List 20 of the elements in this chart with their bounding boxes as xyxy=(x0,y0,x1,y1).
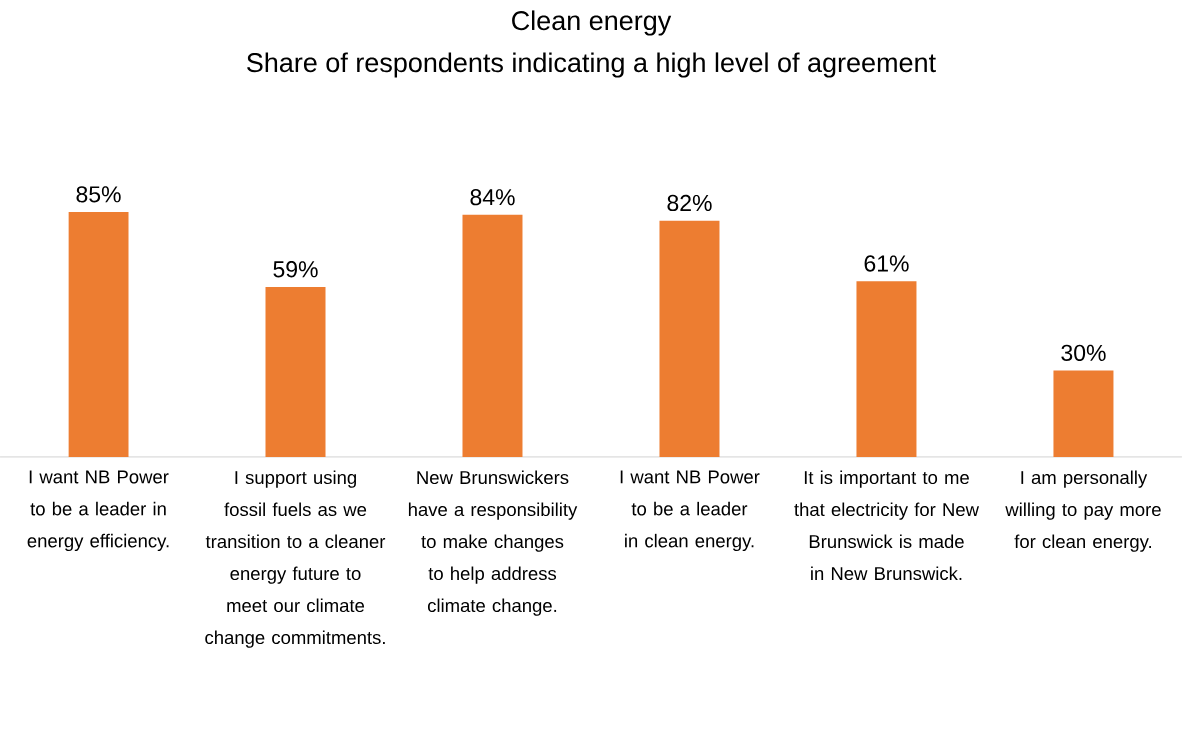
bar xyxy=(1053,370,1114,457)
x-tick-label: New Brunswickers have a responsibility to make changes to help address climate change. xyxy=(408,470,578,616)
x-tick-label: It is important to me that electricity for New Brunswick is made in New Brunswick. xyxy=(794,470,980,581)
data-label: 82% xyxy=(667,194,712,212)
bar xyxy=(856,281,917,457)
bar xyxy=(265,286,326,457)
chart-subtitle: Share of respondents indicating a high level of agreement xyxy=(247,52,936,78)
data-label: 30% xyxy=(1061,344,1106,361)
x-tick-label: I am personally willing to pay more for clean energy. xyxy=(1005,470,1161,552)
data-label: 59% xyxy=(273,261,318,278)
chart-title: Clean energy xyxy=(512,10,672,36)
x-tick-label: I want NB Power to be a leader in energy efficiency. xyxy=(27,470,169,552)
data-label: 85% xyxy=(76,186,121,203)
data-label: 61% xyxy=(864,255,909,272)
bar xyxy=(659,220,720,457)
data-label: 84% xyxy=(470,189,515,206)
bar xyxy=(68,211,129,457)
x-tick-label: I support using fossil fuels as we transition to a cleaner energy future to meet our climate change commitments. xyxy=(205,470,386,648)
x-tick-label: I want NB Power to be a leader in clean energy. xyxy=(620,470,760,552)
bar xyxy=(462,214,523,457)
